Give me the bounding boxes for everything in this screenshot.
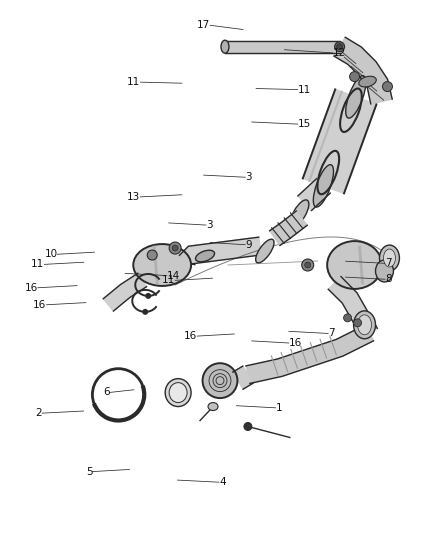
Circle shape: [302, 259, 314, 271]
Ellipse shape: [379, 245, 399, 271]
Text: 10: 10: [44, 249, 57, 259]
Circle shape: [169, 242, 181, 254]
Polygon shape: [303, 90, 376, 193]
Ellipse shape: [313, 165, 333, 207]
Circle shape: [350, 71, 360, 82]
Polygon shape: [180, 237, 261, 265]
Text: 5: 5: [86, 466, 92, 477]
Polygon shape: [328, 277, 377, 337]
Ellipse shape: [169, 383, 187, 402]
Circle shape: [147, 250, 157, 260]
Text: 16: 16: [25, 282, 38, 293]
Polygon shape: [225, 41, 339, 53]
Ellipse shape: [357, 315, 371, 335]
Text: 1: 1: [276, 403, 283, 413]
Text: 11: 11: [162, 276, 175, 285]
Ellipse shape: [375, 260, 393, 282]
Ellipse shape: [202, 363, 237, 398]
Circle shape: [145, 293, 151, 299]
Text: 7: 7: [328, 328, 335, 338]
Text: 3: 3: [206, 220, 212, 230]
Ellipse shape: [195, 250, 215, 262]
Text: 17: 17: [197, 20, 210, 30]
Text: 3: 3: [245, 172, 252, 182]
Circle shape: [337, 44, 343, 50]
Circle shape: [335, 42, 345, 52]
Text: 9: 9: [245, 240, 252, 250]
Text: 11: 11: [297, 85, 311, 94]
Text: 12: 12: [332, 48, 346, 58]
Text: 6: 6: [103, 387, 110, 398]
Text: 7: 7: [385, 259, 392, 268]
Circle shape: [382, 82, 392, 92]
Ellipse shape: [346, 76, 366, 118]
Ellipse shape: [353, 311, 375, 339]
Polygon shape: [334, 37, 392, 104]
Circle shape: [305, 262, 311, 268]
Text: 4: 4: [219, 477, 226, 487]
Ellipse shape: [291, 200, 309, 227]
Circle shape: [142, 309, 148, 315]
Ellipse shape: [133, 244, 191, 286]
Polygon shape: [233, 366, 253, 389]
Text: 16: 16: [33, 300, 46, 310]
Ellipse shape: [208, 402, 218, 410]
Text: 16: 16: [184, 331, 197, 341]
Text: 8: 8: [385, 274, 392, 284]
Circle shape: [353, 319, 361, 327]
Circle shape: [244, 423, 252, 431]
Circle shape: [343, 314, 352, 322]
Ellipse shape: [221, 40, 229, 53]
Ellipse shape: [327, 241, 382, 289]
Polygon shape: [246, 325, 374, 383]
Text: 2: 2: [35, 408, 42, 418]
Text: 16: 16: [289, 338, 302, 348]
Polygon shape: [298, 179, 330, 211]
Polygon shape: [103, 273, 147, 311]
Ellipse shape: [384, 249, 396, 267]
Text: 13: 13: [127, 192, 141, 202]
Text: 11: 11: [127, 77, 141, 87]
Circle shape: [172, 245, 178, 251]
Ellipse shape: [359, 76, 376, 87]
Text: 15: 15: [297, 119, 311, 129]
Text: 11: 11: [31, 260, 44, 269]
Text: 14: 14: [166, 271, 180, 280]
Polygon shape: [270, 211, 307, 245]
Ellipse shape: [256, 239, 274, 263]
Ellipse shape: [165, 378, 191, 407]
